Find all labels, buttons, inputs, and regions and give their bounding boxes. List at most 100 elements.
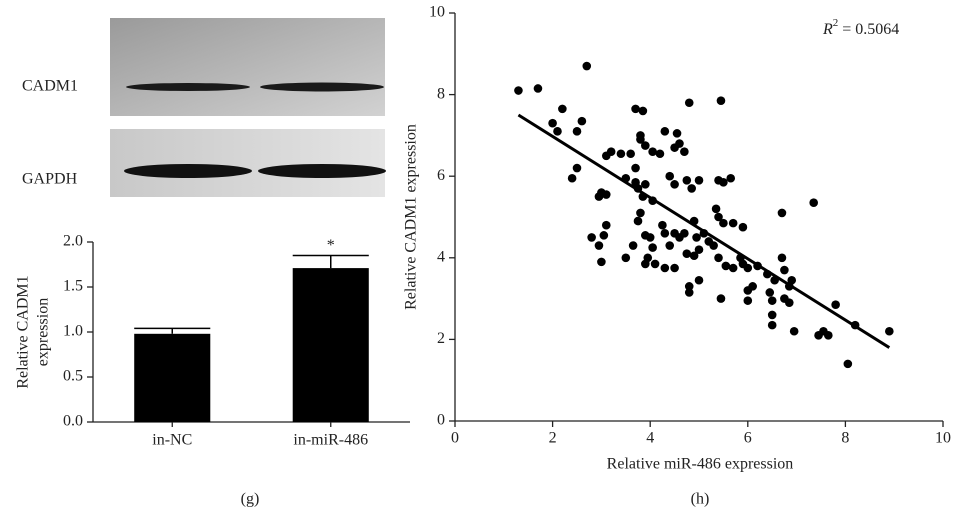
y-tick-label: 1.5 [63,278,83,295]
western-blot: CADM1 GAPDH [22,18,386,197]
x-tick-label: 0 [451,430,459,447]
y-tick-label: 8 [437,85,445,102]
bar [292,268,369,422]
scatter-point [694,275,704,285]
scatter-point [553,127,562,136]
scatter-point [716,96,726,106]
scatter-point [636,135,645,144]
scatter-point [631,104,640,114]
blot-label: CADM1 [22,78,78,95]
scatter-point [616,149,626,159]
scatter-point [787,275,797,285]
scatter-point [658,220,667,230]
scatter-point [558,104,567,114]
blot-band [124,164,252,178]
scatter-point [743,263,753,273]
y-axis-title: Relative CADM1 expression [403,124,420,310]
scatter-point [577,116,587,126]
scatter-point [738,222,748,232]
scatter-point [714,212,723,222]
scatter-point [680,147,689,157]
scatter-point [809,198,818,208]
scatter-point [765,288,775,297]
scatter-point [714,253,723,263]
scatter-point [684,288,694,297]
scatter-point [694,245,704,254]
scatter-point [621,253,631,263]
scatter-point [684,98,694,108]
scatter-point [675,139,684,148]
x-tick-label: 2 [549,430,557,447]
scatter-point [548,118,557,128]
scatter-point [660,127,670,136]
scatter-point [641,259,650,269]
scatter-point [648,147,657,157]
scatter-point [680,229,689,238]
scatter-point [631,163,640,173]
r-symbol: R [822,21,833,38]
scatter-point [670,263,679,273]
y-tick-label: 2.0 [63,233,83,250]
blot-band [260,82,384,92]
trend-line [517,113,891,349]
scatter-point [726,173,736,183]
scatter-point [601,220,611,230]
y-tick-label: 10 [429,4,445,21]
scatter-point [743,296,753,305]
scatter-point [567,173,577,183]
scatter-point [716,294,726,303]
scatter-point [665,171,675,181]
scatter-point [641,141,650,150]
panel-label: (h) [691,491,710,508]
scatter-point [687,184,696,193]
scatter-point [728,218,738,228]
r-squared: R2 = 0.5064 [822,17,899,38]
x-tick-label: 8 [841,430,849,447]
scatter-point [594,241,604,250]
scatter-point [533,84,543,93]
panel-label: (g) [241,491,260,508]
y-tick-label: 1.0 [63,323,83,340]
blot-panel [110,129,385,197]
scatter-point [711,204,721,214]
x-tick-label: in-miR-486 [293,432,368,449]
scatter-point [665,241,675,250]
scatter-point [767,320,777,330]
scatter-point [645,233,655,242]
scatter-point [670,180,679,189]
y-tick-label: 0.5 [63,368,83,385]
scatter-point [633,216,643,226]
blot-label: GAPDH [22,171,78,188]
blot-panel [110,18,385,116]
scatter-point [748,282,757,291]
x-tick-label: 4 [646,430,654,447]
y-tick-label: 0 [437,412,445,429]
x-tick-label: 6 [744,430,752,447]
scatter-point [682,249,692,259]
scatter-point [572,127,582,136]
scatter-point [582,61,592,71]
scatter-point [777,208,787,218]
scatter-point [709,241,718,250]
scatter-point [784,298,794,307]
scatter-point [843,359,853,369]
x-tick-label: 10 [935,430,951,447]
scatter-point [641,180,650,189]
scatter-point [638,106,648,116]
scatter-point [650,259,660,269]
scatter-point [684,282,694,291]
scatter-point [689,251,699,261]
scatter-point [594,192,604,201]
scatter-point [628,241,638,250]
scatter-point [767,310,777,320]
x-axis-title: Relative miR-486 expression [607,456,794,473]
r-value: = 0.5064 [838,21,899,38]
scatter-point [636,208,645,218]
y-tick-label: 0.0 [63,413,83,430]
scatter-point [789,326,799,336]
scatter-point [601,190,611,199]
scatter-point [601,151,611,161]
scatter-point [672,129,682,138]
significance-mark: * [327,237,335,254]
scatter-point [719,178,728,187]
